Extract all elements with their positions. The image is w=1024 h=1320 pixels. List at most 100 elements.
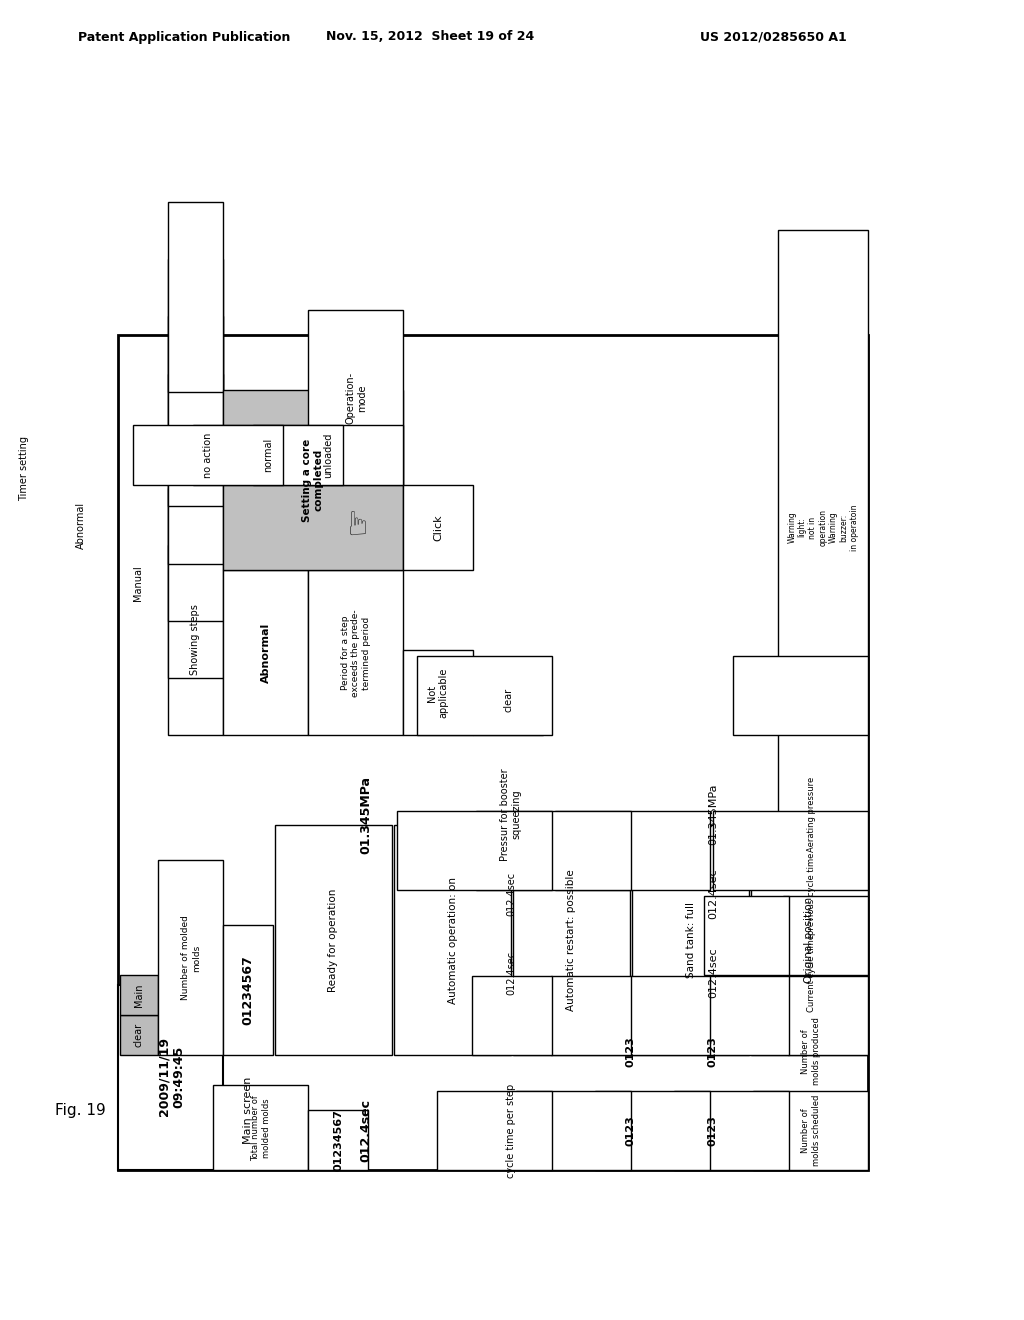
Bar xyxy=(403,484,473,570)
Bar xyxy=(513,825,630,1055)
Text: 01.345MPa: 01.345MPa xyxy=(708,784,718,845)
Bar xyxy=(551,975,631,1055)
Bar xyxy=(133,425,283,484)
Bar xyxy=(120,975,158,1015)
Text: 012.4sec: 012.4sec xyxy=(708,948,718,998)
Bar xyxy=(751,825,868,1055)
Text: Period for a step
exceeds the prede-
termined period: Period for a step exceeds the prede- ter… xyxy=(341,610,371,697)
Bar xyxy=(476,810,631,890)
Bar xyxy=(223,389,403,570)
Text: 01234567: 01234567 xyxy=(333,1109,343,1171)
Bar xyxy=(158,861,223,1055)
Bar xyxy=(632,825,749,1055)
Bar xyxy=(778,230,868,825)
Text: Number of molded
molds: Number of molded molds xyxy=(181,916,201,1001)
Text: 01.345MPa: 01.345MPa xyxy=(359,776,373,854)
Bar xyxy=(709,975,790,1055)
Bar xyxy=(118,985,223,1170)
Text: Main screen: Main screen xyxy=(243,1076,253,1143)
Text: 0123: 0123 xyxy=(626,1036,636,1067)
Text: clear: clear xyxy=(134,1023,144,1047)
Text: 012.4sec: 012.4sec xyxy=(506,950,516,994)
Text: Main: Main xyxy=(134,983,144,1007)
Text: Current cycle time: Current cycle time xyxy=(807,933,815,1011)
Bar xyxy=(168,317,223,507)
Bar xyxy=(118,335,868,1170)
Bar xyxy=(213,1085,308,1170)
Bar xyxy=(473,665,543,735)
Bar xyxy=(308,310,403,484)
Text: previous cycle time: previous cycle time xyxy=(807,853,815,935)
Text: Abnormal: Abnormal xyxy=(76,502,86,549)
Text: clear: clear xyxy=(503,688,513,711)
Text: Nov. 15, 2012  Sheet 19 of 24: Nov. 15, 2012 Sheet 19 of 24 xyxy=(326,30,535,44)
Text: 012.4sec: 012.4sec xyxy=(708,869,718,919)
Bar xyxy=(783,896,868,975)
Text: ☞: ☞ xyxy=(341,506,375,535)
Bar xyxy=(555,810,710,890)
Bar xyxy=(168,488,223,678)
Text: Automatic operation: on: Automatic operation: on xyxy=(447,876,458,1003)
Text: Warning
light:
not in
operation
Warning
buzzer:
in operatoin: Warning light: not in operation Warning … xyxy=(787,504,859,550)
Bar xyxy=(595,1092,710,1170)
Bar xyxy=(733,656,868,735)
Bar xyxy=(308,570,403,735)
Bar xyxy=(403,649,473,735)
Bar xyxy=(168,430,223,620)
Text: Setting a core
completed: Setting a core completed xyxy=(302,438,324,521)
Text: Number of
molds produced: Number of molds produced xyxy=(802,1018,820,1085)
Text: Manual: Manual xyxy=(133,565,143,601)
Bar xyxy=(394,825,511,1055)
Bar xyxy=(630,975,710,1055)
Text: Aerating pressure: Aerating pressure xyxy=(807,777,815,853)
Text: US 2012/0285650 A1: US 2012/0285650 A1 xyxy=(700,30,847,44)
Text: Click: Click xyxy=(433,515,443,541)
Bar xyxy=(193,425,343,484)
Text: Number of
molds scheduled: Number of molds scheduled xyxy=(802,1094,820,1166)
Text: Original position: Original position xyxy=(805,896,814,983)
Bar xyxy=(705,896,790,975)
Bar xyxy=(472,975,552,1055)
Bar xyxy=(168,202,223,392)
Text: no action: no action xyxy=(203,433,213,478)
Text: Ready for operation: Ready for operation xyxy=(329,888,339,991)
Text: 0123: 0123 xyxy=(626,1115,636,1146)
Text: normal: normal xyxy=(263,438,273,473)
Text: cycle time per step: cycle time per step xyxy=(506,1084,516,1177)
Text: Not
applicable: Not applicable xyxy=(427,668,449,718)
Bar xyxy=(308,1110,368,1170)
Text: 0123: 0123 xyxy=(708,1036,718,1067)
Text: Pressur for booster
squeezing: Pressur for booster squeezing xyxy=(500,768,522,861)
Text: Operation-
mode: Operation- mode xyxy=(345,372,367,424)
Text: Abnormal: Abnormal xyxy=(261,623,271,684)
Bar xyxy=(713,810,868,890)
Bar xyxy=(223,570,308,735)
Bar xyxy=(674,1092,790,1170)
Text: Sand tank: full: Sand tank: full xyxy=(685,902,695,978)
Bar xyxy=(788,975,868,1055)
Bar xyxy=(397,810,552,890)
Bar xyxy=(516,1092,631,1170)
Bar xyxy=(168,545,223,735)
Bar xyxy=(168,259,223,449)
Bar xyxy=(223,925,273,1055)
Text: Timer setting: Timer setting xyxy=(19,436,29,502)
Text: Fig. 19: Fig. 19 xyxy=(55,1102,105,1118)
Text: Automatic restart: possible: Automatic restart: possible xyxy=(566,869,577,1011)
Bar xyxy=(120,1015,158,1055)
Bar xyxy=(168,374,223,564)
Text: Patent Application Publication: Patent Application Publication xyxy=(78,30,291,44)
Text: 2009/11/19
09:49:45: 2009/11/19 09:49:45 xyxy=(157,1038,185,1117)
Text: 01234567: 01234567 xyxy=(242,956,255,1024)
Text: Total number of
molded molds: Total number of molded molds xyxy=(251,1096,270,1160)
Bar xyxy=(275,825,392,1055)
Text: 012.4sec: 012.4sec xyxy=(359,1100,373,1162)
Bar xyxy=(253,425,403,484)
Text: 012.4sec: 012.4sec xyxy=(506,871,516,916)
Text: Showing steps: Showing steps xyxy=(190,605,201,676)
Bar xyxy=(417,656,552,735)
Text: unloaded: unloaded xyxy=(323,433,333,478)
Bar xyxy=(437,1092,552,1170)
Bar xyxy=(753,1092,868,1170)
Text: 0123: 0123 xyxy=(708,1115,718,1146)
